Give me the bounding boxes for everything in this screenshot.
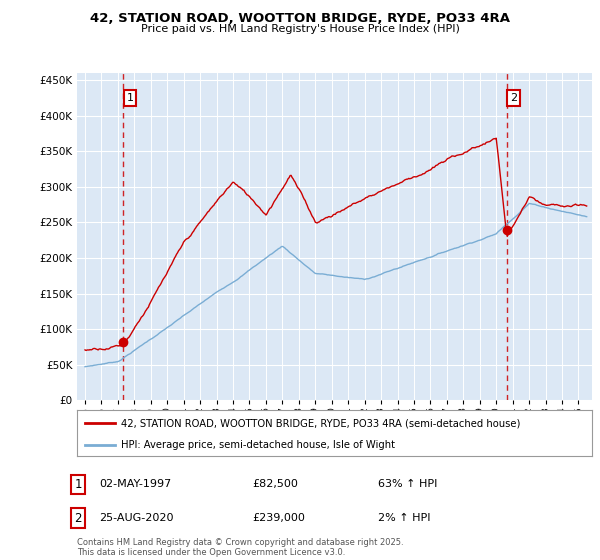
Text: 2% ↑ HPI: 2% ↑ HPI	[378, 513, 431, 523]
Text: 2: 2	[74, 511, 82, 525]
Text: Contains HM Land Registry data © Crown copyright and database right 2025.
This d: Contains HM Land Registry data © Crown c…	[77, 538, 403, 557]
Text: 42, STATION ROAD, WOOTTON BRIDGE, RYDE, PO33 4RA (semi-detached house): 42, STATION ROAD, WOOTTON BRIDGE, RYDE, …	[121, 418, 520, 428]
Text: 1: 1	[74, 478, 82, 491]
Text: HPI: Average price, semi-detached house, Isle of Wight: HPI: Average price, semi-detached house,…	[121, 440, 395, 450]
Text: 25-AUG-2020: 25-AUG-2020	[99, 513, 173, 523]
Text: 63% ↑ HPI: 63% ↑ HPI	[378, 479, 437, 489]
Text: 2: 2	[510, 93, 517, 102]
Text: 1: 1	[127, 93, 133, 102]
Text: £82,500: £82,500	[252, 479, 298, 489]
Text: £239,000: £239,000	[252, 513, 305, 523]
Text: 42, STATION ROAD, WOOTTON BRIDGE, RYDE, PO33 4RA: 42, STATION ROAD, WOOTTON BRIDGE, RYDE, …	[90, 12, 510, 25]
Text: Price paid vs. HM Land Registry's House Price Index (HPI): Price paid vs. HM Land Registry's House …	[140, 24, 460, 34]
Text: 02-MAY-1997: 02-MAY-1997	[99, 479, 171, 489]
